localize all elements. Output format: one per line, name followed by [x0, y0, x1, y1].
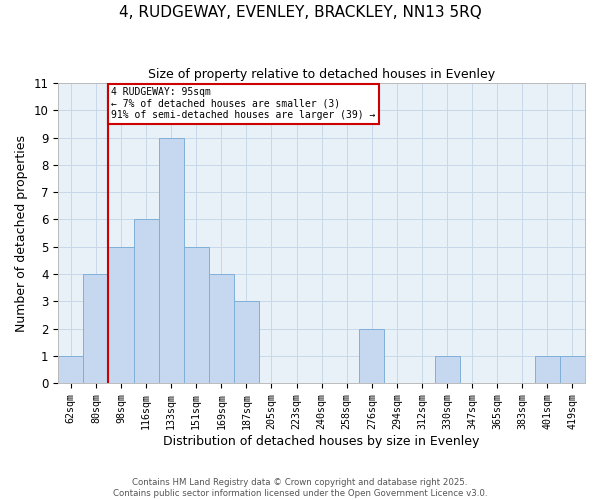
Text: 4, RUDGEWAY, EVENLEY, BRACKLEY, NN13 5RQ: 4, RUDGEWAY, EVENLEY, BRACKLEY, NN13 5RQ — [119, 5, 481, 20]
X-axis label: Distribution of detached houses by size in Evenley: Distribution of detached houses by size … — [163, 434, 480, 448]
Bar — [58, 356, 83, 383]
Title: Size of property relative to detached houses in Evenley: Size of property relative to detached ho… — [148, 68, 495, 80]
Bar — [434, 356, 460, 383]
Bar — [109, 247, 134, 383]
Bar — [83, 274, 109, 383]
Y-axis label: Number of detached properties: Number of detached properties — [15, 134, 28, 332]
Bar — [535, 356, 560, 383]
Bar — [134, 220, 158, 383]
Bar — [209, 274, 234, 383]
Bar — [560, 356, 585, 383]
Text: 4 RUDGEWAY: 95sqm
← 7% of detached houses are smaller (3)
91% of semi-detached h: 4 RUDGEWAY: 95sqm ← 7% of detached house… — [111, 87, 376, 120]
Text: Contains HM Land Registry data © Crown copyright and database right 2025.
Contai: Contains HM Land Registry data © Crown c… — [113, 478, 487, 498]
Bar — [359, 328, 385, 383]
Bar — [158, 138, 184, 383]
Bar — [234, 302, 259, 383]
Bar — [184, 247, 209, 383]
